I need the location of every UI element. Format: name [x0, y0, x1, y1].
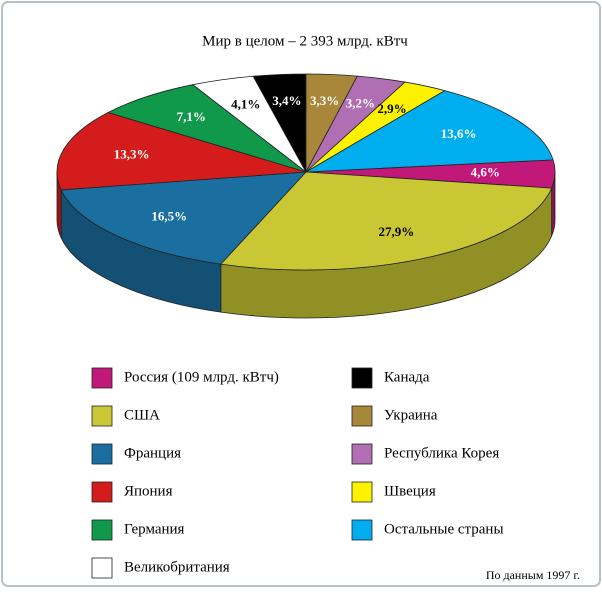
data-label: 13,3% — [114, 147, 150, 162]
legend-label: Япония — [124, 483, 173, 499]
data-label: 2,9% — [377, 101, 406, 116]
data-label: 4,6% — [471, 164, 500, 179]
data-label: 4,1% — [231, 97, 260, 112]
data-label: 13,6% — [441, 126, 477, 141]
legend-label: Германия — [124, 521, 185, 537]
pie-slice — [220, 171, 553, 271]
legend-label: Республика Корея — [384, 445, 499, 461]
legend-label: Украина — [384, 407, 438, 423]
note: По данным 1997 г. — [486, 568, 580, 582]
legend-label: Швеция — [384, 483, 436, 499]
legend-swatch — [91, 405, 113, 427]
legend-swatch — [91, 481, 113, 503]
pie-slice — [56, 112, 307, 191]
chart-title: Мир в целом – 2 393 млрд. кВтч — [202, 33, 408, 49]
legend-swatch — [351, 367, 373, 389]
legend-swatch — [91, 367, 113, 389]
legend-label: Остальные страны — [384, 521, 504, 537]
pie-slice — [305, 90, 554, 173]
legend-label: США — [124, 407, 160, 423]
data-label: 27,9% — [378, 224, 414, 239]
data-label: 3,2% — [346, 96, 375, 111]
legend-swatch — [351, 519, 373, 541]
legend-swatch — [91, 519, 113, 541]
legend-swatch — [351, 405, 373, 427]
data-label: 7,1% — [177, 109, 206, 124]
legend-swatch — [351, 443, 373, 465]
legend-label: Россия (109 млрд. кВтч) — [124, 369, 279, 385]
data-label: 16,5% — [151, 209, 187, 224]
legend-label: Великобритания — [124, 559, 230, 575]
data-label: 3,3% — [310, 93, 339, 108]
legend-swatch — [91, 557, 113, 579]
legend-swatch — [351, 481, 373, 503]
legend-label: Канада — [384, 369, 430, 385]
data-label: 3,4% — [272, 93, 301, 108]
pie-slice — [107, 84, 307, 173]
legend-swatch — [91, 443, 113, 465]
pie-slice — [60, 171, 307, 265]
legend-label: Франция — [124, 445, 181, 461]
